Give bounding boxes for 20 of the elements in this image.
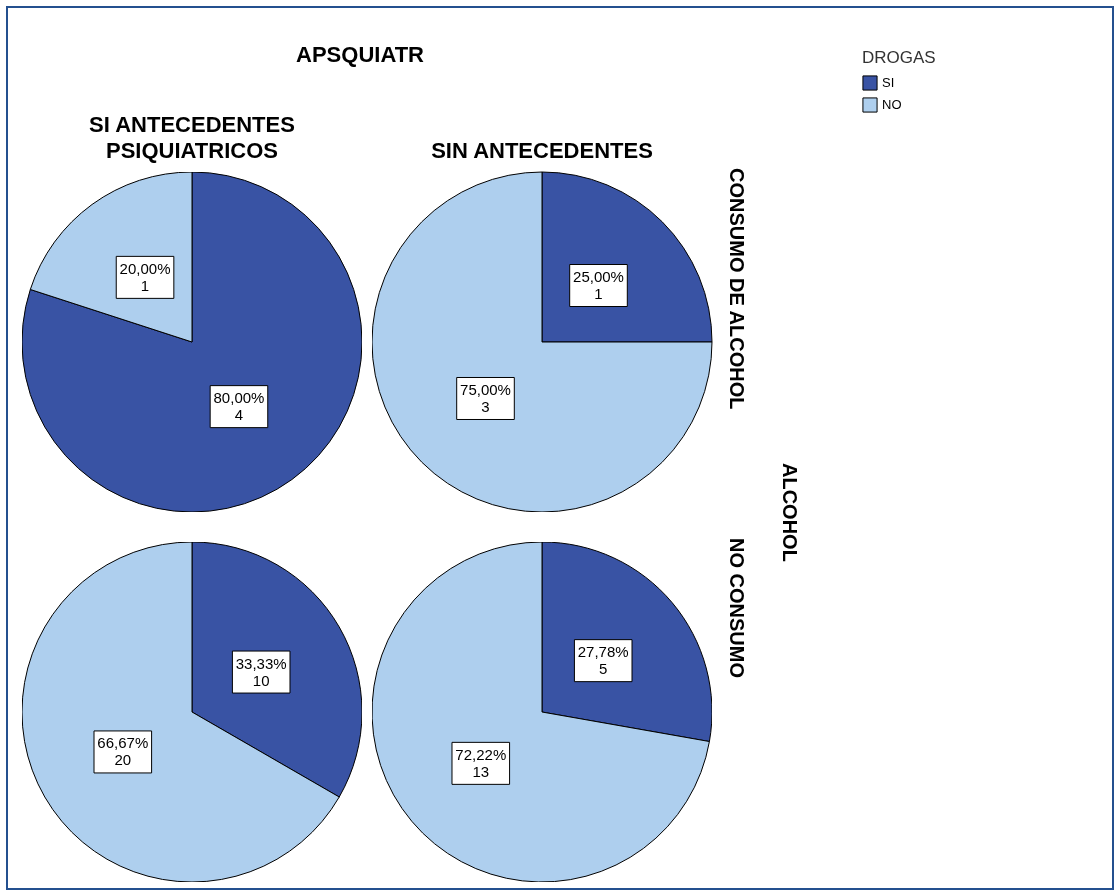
data-label: 27,78% 5 bbox=[577, 643, 629, 678]
pie-slice bbox=[372, 171, 713, 512]
text: ALCOHOL bbox=[778, 463, 801, 562]
legend-label: SI bbox=[882, 75, 895, 90]
data-label: 66,67% 20 bbox=[97, 734, 149, 769]
data-label: 80,00% 4 bbox=[213, 389, 265, 424]
data-label: 75,00% 3 bbox=[460, 381, 511, 415]
text: CONSUMO DE ALCOHOL bbox=[725, 168, 748, 410]
data-label: 20,00% 1 bbox=[119, 259, 171, 294]
text: SIN ANTECEDENTES bbox=[430, 138, 654, 164]
pie-slice bbox=[22, 172, 362, 512]
legend-title: DROGAS bbox=[862, 48, 936, 67]
legend-label: NO bbox=[882, 97, 902, 112]
text: NO CONSUMO bbox=[725, 538, 748, 678]
data-label: 72,22% 13 bbox=[455, 745, 507, 780]
pie-slice bbox=[372, 542, 710, 882]
text: APSQUIATR bbox=[295, 42, 425, 68]
data-label: 25,00% 1 bbox=[573, 268, 624, 302]
data-label: 33,33% 10 bbox=[235, 654, 287, 689]
chart-title: SI ANTECEDENTES PSIQUIATRICOS bbox=[88, 112, 296, 164]
